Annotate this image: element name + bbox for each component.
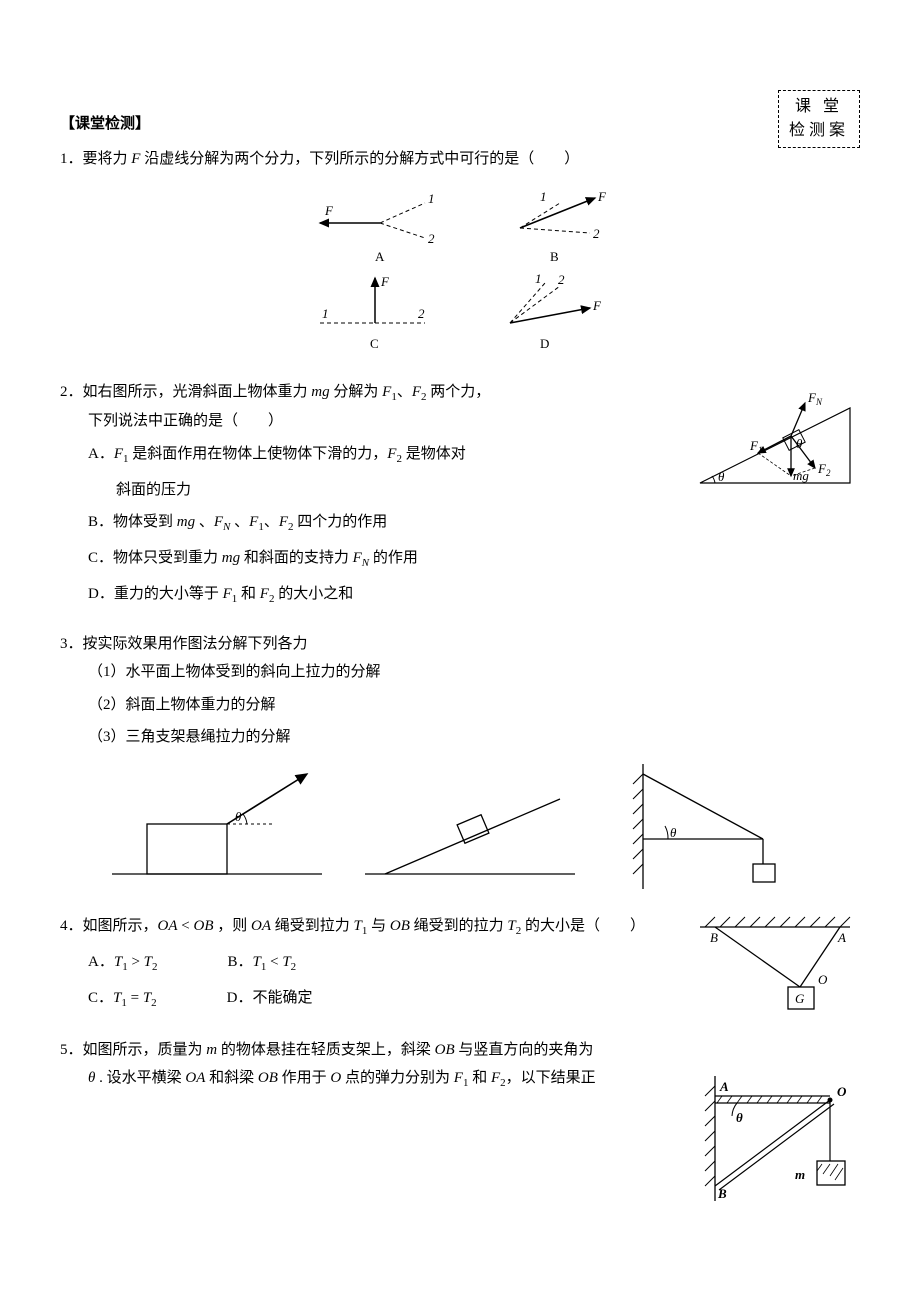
q5-O: O <box>837 1084 847 1099</box>
q2-mg: mg <box>793 468 809 483</box>
q4-svg: B A O G <box>690 912 860 1022</box>
q3-sub3: （3）三角支架悬绳拉力的分解 <box>88 723 860 752</box>
header-line1: 课 堂 <box>789 95 849 119</box>
q1b-1: 1 <box>540 189 547 204</box>
question-2: θ FN mg F1 F2 θ 2．如右图所示，光滑斜面上物体重力 mg 分解为… <box>60 378 860 616</box>
q3-sub2: （2）斜面上物体重力的分解 <box>88 691 860 720</box>
q1-label-d: D <box>540 336 549 351</box>
q5-A: A <box>719 1079 729 1094</box>
q1b-2: 2 <box>593 226 600 241</box>
q1-label-c: C <box>370 336 379 351</box>
q2-F2: F2 <box>817 461 831 478</box>
header-box: 课 堂 检测案 <box>778 90 860 148</box>
q1d-F: F <box>592 298 602 313</box>
q4-optC: C．T1 = T2 <box>88 984 157 1014</box>
q2-text1: 如右图所示，光滑斜面上物体重力 mg 分解为 F1、F2 两个力， <box>83 384 491 400</box>
q2-F1: F1 <box>749 438 762 455</box>
q1a-2: 2 <box>428 231 435 246</box>
question-4: B A O G 4．如图所示，OA < OB ，则 OA 绳受到拉力 T1 与 … <box>60 912 860 1022</box>
q1-label-b: B <box>550 249 559 264</box>
q3-fig3: θ <box>618 764 808 894</box>
q1a-F: F <box>324 203 334 218</box>
q3-num: 3． <box>60 636 83 652</box>
q3-fig2 <box>365 764 575 884</box>
q1-text: 要将力 F 沿虚线分解为两个分力，下列所示的分解方式中可行的是（ ） <box>83 151 580 167</box>
q5-B: B <box>717 1186 727 1201</box>
q5-num: 5． <box>60 1042 83 1058</box>
q1c-1: 1 <box>322 306 329 321</box>
q5-text1: 如图所示，质量为 m 的物体悬挂在轻质支架上，斜梁 OB 与竖直方向的夹角为 <box>83 1042 594 1058</box>
question-5: θ A B O m 5．如图所示，质量为 m 的物体悬挂在轻质支架上，斜梁 OB… <box>60 1036 860 1206</box>
q3-stem: 3．按实际效果用作图法分解下列各力 <box>60 630 860 659</box>
q3-theta3: θ <box>670 825 677 840</box>
q4-text: 如图所示，OA < OB ，则 OA 绳受到拉力 T1 与 OB 绳受到的拉力 … <box>83 918 646 934</box>
q1-label-a: A <box>375 249 385 264</box>
q4-num: 4． <box>60 918 83 934</box>
q1-svg: F 1 2 A F 1 2 B F 1 2 <box>280 183 640 353</box>
q3-text: 按实际效果用作图法分解下列各力 <box>83 636 308 652</box>
q4-row1: A．T1 > T2 B．T1 < T2 <box>88 948 680 978</box>
q1d-1: 1 <box>535 271 542 286</box>
q1c-F: F <box>380 274 390 289</box>
q4-optA: A．T1 > T2 <box>88 948 158 978</box>
q5-m: m <box>795 1167 805 1182</box>
q2-optC: C．物体只受到重力 mg 和斜面的支持力 FN 的作用 <box>88 544 860 574</box>
q2-optB: B．物体受到 mg 、FN 、F1、F2 四个力的作用 <box>88 508 860 538</box>
q1-stem: 1．要将力 F 沿虚线分解为两个分力，下列所示的分解方式中可行的是（ ） <box>60 145 860 174</box>
q4-A: A <box>837 930 846 945</box>
q3-fig1: θ <box>112 764 322 884</box>
q5-theta: θ <box>736 1110 743 1125</box>
q2-num: 2． <box>60 384 83 400</box>
q3-theta1: θ <box>235 809 242 824</box>
q1b-F: F <box>597 189 607 204</box>
q2-FN: FN <box>807 390 823 407</box>
q4-row2: C．T1 = T2 D．不能确定 <box>88 984 680 1014</box>
q1-figures: F 1 2 A F 1 2 B F 1 2 <box>60 183 860 364</box>
q1-num: 1． <box>60 151 83 167</box>
q1d-2: 2 <box>558 272 565 287</box>
q3-sub1: （1）水平面上物体受到的斜向上拉力的分解 <box>88 658 860 687</box>
q4-G: G <box>795 991 805 1006</box>
q4-optB: B．T1 < T2 <box>228 948 297 978</box>
q2-theta2: θ <box>796 436 803 451</box>
question-3: 3．按实际效果用作图法分解下列各力 （1）水平面上物体受到的斜向上拉力的分解 （… <box>60 630 860 894</box>
question-1: 1．要将力 F 沿虚线分解为两个分力，下列所示的分解方式中可行的是（ ） F 1… <box>60 145 860 364</box>
q5-svg: θ A B O m <box>690 1076 860 1206</box>
q4-optD: D．不能确定 <box>227 984 313 1014</box>
section-title: 【课堂检测】 <box>60 110 860 139</box>
q5-stem1: 5．如图所示，质量为 m 的物体悬挂在轻质支架上，斜梁 OB 与竖直方向的夹角为 <box>60 1036 860 1065</box>
q2-theta1: θ <box>718 469 725 484</box>
header-line2: 检测案 <box>789 119 849 143</box>
q2-svg: θ FN mg F1 F2 θ <box>690 378 860 498</box>
q2-optD: D．重力的大小等于 F1 和 F2 的大小之和 <box>88 580 860 610</box>
q4-B: B <box>710 930 718 945</box>
q1a-1: 1 <box>428 191 435 206</box>
q1c-2: 2 <box>418 306 425 321</box>
q3-figures: θ θ <box>60 764 860 894</box>
q4-O: O <box>818 972 828 987</box>
